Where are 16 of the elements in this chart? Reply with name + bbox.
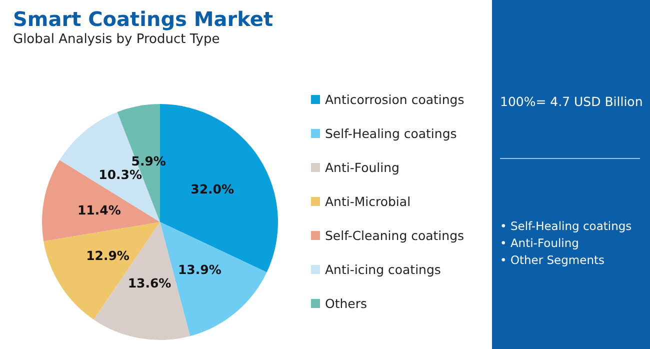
data-label: 13.6%: [128, 276, 172, 291]
legend-label: Anti-Microbial: [325, 194, 411, 209]
legend-label: Anti-icing coatings: [325, 262, 441, 277]
data-label: 11.4%: [77, 202, 122, 218]
legend-label: Others: [325, 296, 368, 311]
legend-label: Self-Healing coatings: [325, 126, 457, 141]
info-panel: 100%= 4.7 USD Billion • Self-Healing coatings • Anti-Fouling • Other Segments: [492, 0, 650, 349]
data-label: 12.9%: [86, 248, 130, 263]
legend-label: Self-Cleaning coatings: [325, 228, 464, 243]
legend-label: Anticorrosion coatings: [325, 92, 464, 107]
data-label: 10.3%: [98, 166, 142, 182]
chart-subtitle: Global Analysis by Product Type: [13, 32, 220, 47]
data-label: 32.0%: [190, 181, 234, 196]
chart-title: Smart Coatings Market: [13, 7, 274, 31]
legend-label: Anti-Fouling: [325, 160, 400, 175]
data-label: 13.9%: [178, 262, 222, 278]
